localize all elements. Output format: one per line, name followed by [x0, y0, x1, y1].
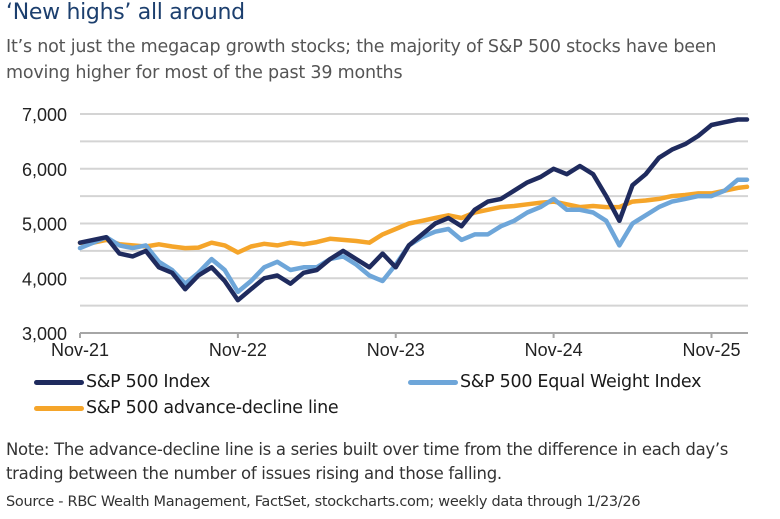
legend-item-sp500: S&P 500 Index [34, 372, 210, 392]
chart-title: ‘New highs’ all around [6, 0, 245, 25]
y-tick-label: 5,000 [22, 215, 67, 235]
legend-label-sp500: S&P 500 Index [86, 372, 211, 392]
y-tick-label: 6,000 [22, 160, 67, 180]
y-tick-label: 3,000 [22, 324, 67, 344]
x-tick-label: Nov-22 [209, 340, 267, 360]
series-lines [77, 117, 750, 303]
x-tick-label: Nov-24 [525, 340, 583, 360]
series-line-sp500 [77, 117, 750, 303]
y-tick-label: 7,000 [22, 105, 67, 125]
x-axis: Nov-21 Nov-22 Nov-23 Nov-24 Nov-25 [51, 332, 748, 360]
legend-label-advance-decline: S&P 500 advance-decline line [86, 398, 339, 418]
series-line-advance-decline [77, 184, 750, 255]
legend-swatch-advance-decline [34, 405, 84, 411]
chart-note: Note: The advance-decline line is a seri… [6, 440, 729, 483]
legend-item-advance-decline: S&P 500 advance-decline line [34, 398, 339, 418]
x-tick-label: Nov-23 [367, 340, 425, 360]
x-tick-label: Nov-21 [51, 340, 109, 360]
legend-swatch-equal-weight [408, 379, 458, 385]
x-tick-label: Nov-25 [682, 340, 740, 360]
chart-subtitle: It’s not just the megacap growth stocks;… [6, 37, 717, 83]
chart-source: Source - RBC Wealth Management, FactSet,… [6, 494, 641, 510]
legend: S&P 500 Index S&P 500 Equal Weight Index… [30, 372, 770, 422]
y-axis: 3,000 4,000 5,000 6,000 7,000 [22, 105, 67, 344]
legend-label-equal-weight: S&P 500 Equal Weight Index [460, 372, 702, 392]
legend-swatch-sp500 [34, 379, 84, 385]
y-tick-label: 4,000 [22, 269, 67, 289]
legend-item-equal-weight: S&P 500 Equal Weight Index [408, 372, 701, 392]
